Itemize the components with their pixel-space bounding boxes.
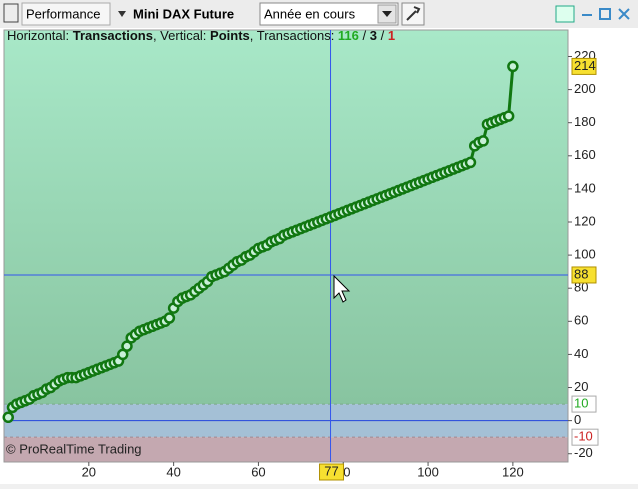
- x-tick-label: 40: [166, 464, 180, 479]
- y-tick-label: 20: [574, 379, 588, 394]
- y-tick-label: 140: [574, 180, 596, 195]
- lower-band-label: -10: [574, 429, 593, 444]
- info-v-label: , Vertical:: [153, 28, 210, 43]
- upper-band-label: 10: [574, 396, 588, 411]
- cursor-x-label-box: [319, 463, 345, 481]
- select-arrow: [382, 11, 392, 17]
- period-select[interactable]: [259, 2, 399, 26]
- y-tick-label: 40: [574, 346, 588, 361]
- chart-icon: [3, 3, 19, 23]
- info-t-label: , Transactions:: [250, 28, 338, 43]
- y-tick-label: 100: [574, 247, 596, 262]
- info-sep2: /: [377, 28, 388, 43]
- trade-point: [477, 135, 489, 147]
- y-tick-label: 160: [574, 147, 596, 162]
- cursor-y-label: 88: [574, 266, 588, 281]
- period-label[interactable]: Année en cours: [264, 6, 356, 21]
- maximize-button[interactable]: [599, 8, 611, 20]
- trade-point: [502, 110, 515, 122]
- loss-zone: [4, 437, 568, 462]
- plot-border: [3, 29, 569, 463]
- watermark: © ProRealTime Trading: [6, 441, 142, 456]
- y-tick-label: 180: [574, 114, 596, 129]
- cursor-x-label: 77: [324, 463, 338, 478]
- tab-label[interactable]: Performance: [26, 6, 100, 21]
- close-button[interactable]: [618, 8, 630, 20]
- y-tick-label: -20: [574, 445, 593, 460]
- y-tick-label: 200: [574, 81, 596, 96]
- last-value-label-box: [571, 57, 597, 75]
- info-wins: 116: [338, 28, 359, 43]
- upper-band-label-box: [571, 395, 597, 413]
- x-tick-label: 100: [417, 464, 439, 479]
- y-tick-label: 0: [574, 412, 581, 427]
- info-neutral: 3: [370, 28, 377, 43]
- tab[interactable]: [21, 2, 111, 26]
- info-v-value: Points: [210, 28, 250, 43]
- mouse-pointer: [333, 274, 351, 303]
- lower-band-label-box: [571, 428, 599, 446]
- info-losses: 1: [388, 28, 395, 43]
- x-tick-label: 60: [251, 464, 265, 479]
- info-h-label: Horizontal:: [7, 28, 73, 43]
- instrument[interactable]: Mini DAX Future: [133, 6, 234, 21]
- profit-zone: [4, 30, 568, 405]
- info-line: Horizontal: Transactions, Vertical: Poin…: [7, 28, 395, 43]
- wrench-icon: [406, 6, 421, 21]
- dropdown-arrow[interactable]: [118, 11, 126, 17]
- info-h-value: Transactions: [73, 28, 153, 43]
- trade-point: [163, 312, 176, 324]
- export-button[interactable]: [555, 5, 575, 23]
- y-tick-label: 60: [574, 313, 588, 328]
- trade-point: [2, 411, 14, 424]
- info-sep1: /: [359, 28, 370, 43]
- trade-point: [464, 156, 477, 169]
- y-tick-label: 120: [574, 213, 596, 228]
- cursor-y-label-box: [571, 266, 597, 284]
- x-tick-label: 120: [502, 464, 524, 479]
- trade-point: [507, 60, 519, 73]
- x-tick-label: 20: [82, 464, 96, 479]
- last-value-label: 214: [574, 58, 596, 73]
